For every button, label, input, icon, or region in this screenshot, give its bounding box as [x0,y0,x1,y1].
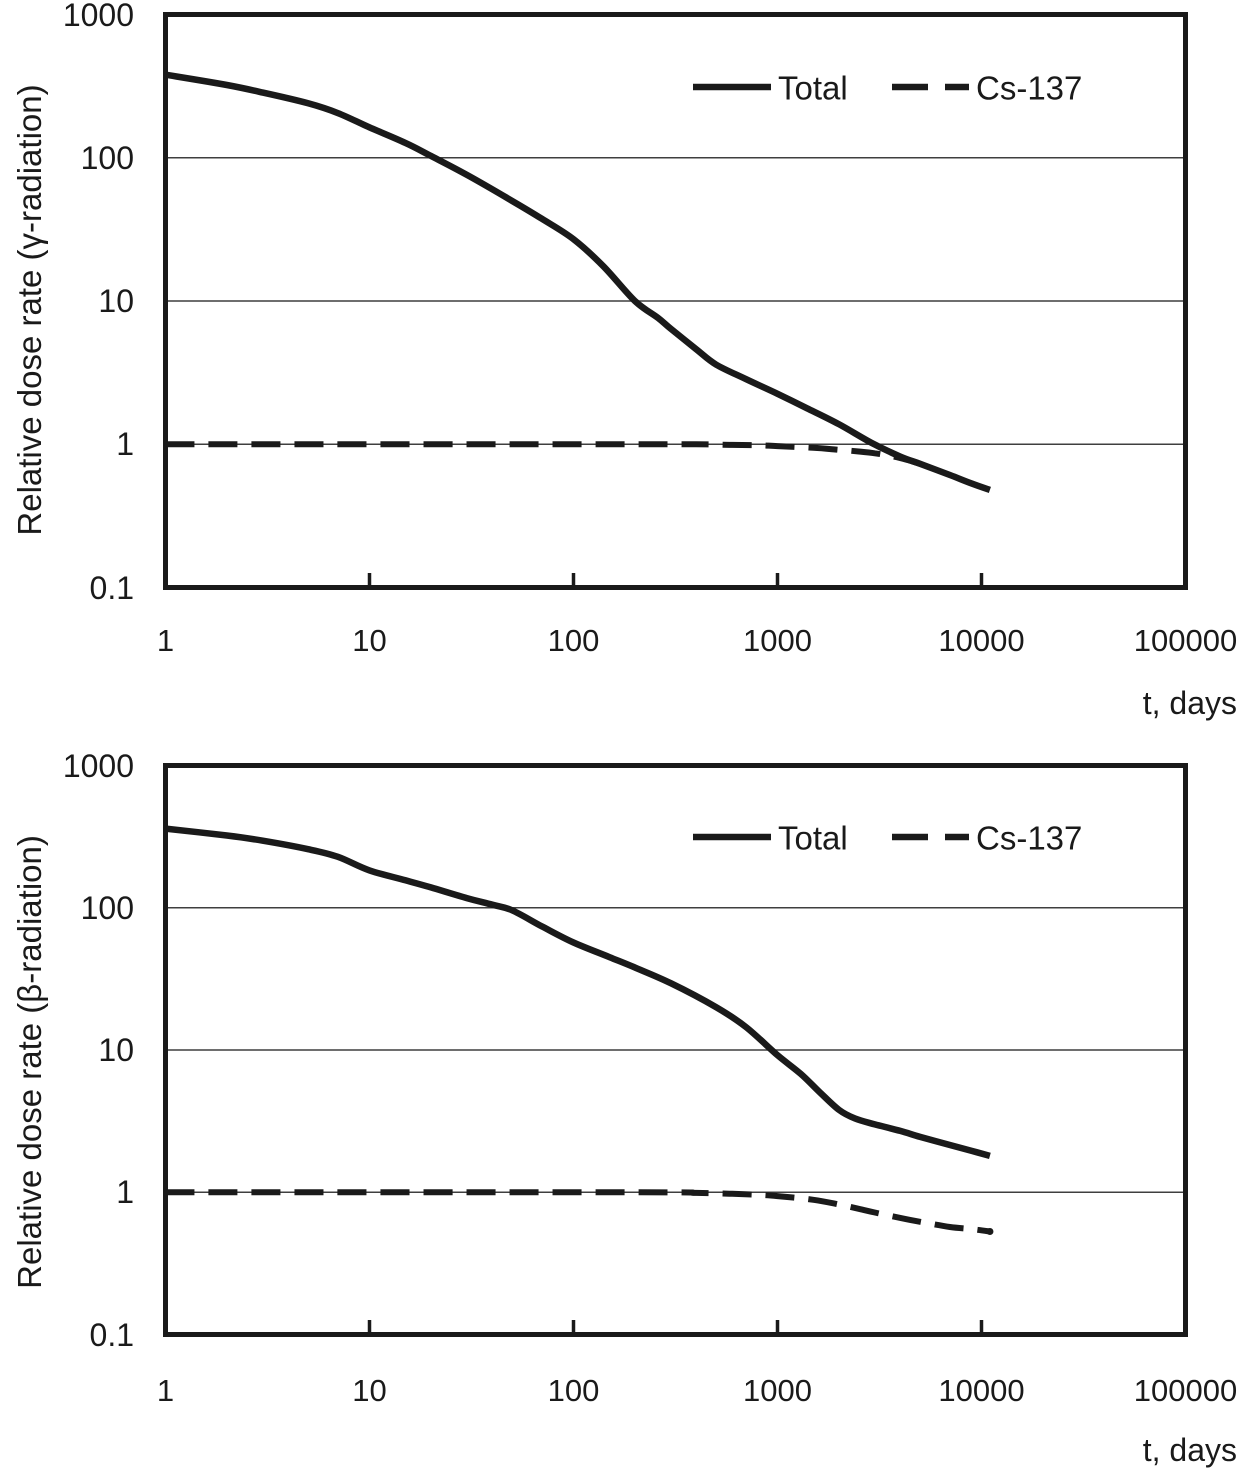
y-tick-label-100-gamma: 100 [80,139,134,176]
plot-border [163,763,1188,1337]
x-axis-title-beta: t, days [1142,1432,1237,1468]
legend-cs137-label: Cs-137 [976,820,1082,857]
y-tick-label-1000-beta: 1000 [62,747,134,784]
legend-total-label: Total [778,70,848,107]
total-line-gamma [164,71,991,493]
beta-plot-area: Total Cs-137 [163,763,1188,1337]
legend-total-label: Total [778,820,848,857]
x-tick-label-1000: 1000 [743,623,812,658]
x-tick-label-10: 10 [352,623,387,658]
y-tick-label-10-beta: 10 [98,1032,134,1068]
legend-cs137-label: Cs-137 [976,70,1082,107]
y-tick-label-1-beta: 1 [116,1174,134,1211]
x-tick-label-1: 1 [156,623,175,658]
x-tick-label-10000: 10000 [938,1373,1025,1408]
x-tick-label-100000: 100000 [1133,1373,1238,1408]
y-tick-label-10-gamma: 10 [98,283,134,319]
x-axis-title-gamma: t, days [1142,685,1237,721]
plot-border [163,12,1188,590]
y-tick-label-1000-gamma: 1000 [62,0,134,33]
x-tick-label-100: 100 [547,1373,600,1408]
x-tick-label-10: 10 [352,1373,387,1408]
x-tick-label-10000: 10000 [938,623,1025,658]
cs137-line-beta [165,1189,991,1235]
x-tick-label-100: 100 [547,623,600,658]
y-tick-label-100-beta: 100 [80,889,134,926]
y-tick-label-0.1-gamma: 0.1 [89,569,134,606]
total-line-beta [165,825,991,1160]
x-tick-label-1: 1 [156,1373,175,1408]
y-tick-label-1-gamma: 1 [116,426,134,463]
cs137-line-end-dot [986,1227,994,1235]
x-tick-label-100000: 100000 [1133,623,1238,658]
cs137-line-gamma [165,441,921,467]
gamma-plot-area: Total Cs-137 [163,12,1188,590]
y-tick-label-0.1-beta: 0.1 [89,1316,134,1353]
x-tick-label-1000: 1000 [743,1373,812,1408]
